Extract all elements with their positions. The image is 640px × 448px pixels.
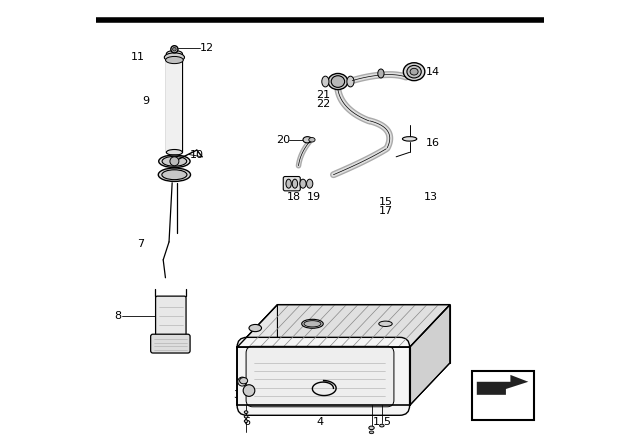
Ellipse shape	[322, 76, 329, 87]
Ellipse shape	[307, 179, 313, 188]
Ellipse shape	[410, 69, 418, 75]
Polygon shape	[237, 347, 410, 405]
Ellipse shape	[292, 179, 298, 188]
Ellipse shape	[244, 420, 248, 422]
Ellipse shape	[301, 319, 323, 328]
Text: 7: 7	[137, 239, 145, 249]
Circle shape	[243, 385, 255, 396]
Ellipse shape	[239, 378, 248, 384]
Text: 1: 1	[372, 417, 380, 427]
Ellipse shape	[332, 76, 345, 87]
Ellipse shape	[162, 156, 187, 166]
Text: 11: 11	[131, 52, 145, 62]
Ellipse shape	[244, 415, 248, 418]
Circle shape	[173, 47, 176, 51]
Ellipse shape	[407, 65, 421, 78]
Ellipse shape	[378, 69, 384, 78]
Text: 00188527: 00188527	[484, 408, 522, 417]
Text: 6: 6	[243, 417, 250, 427]
Ellipse shape	[166, 51, 182, 57]
Text: 5: 5	[383, 417, 390, 427]
Ellipse shape	[403, 63, 425, 81]
Ellipse shape	[369, 431, 374, 434]
Polygon shape	[278, 305, 450, 363]
Ellipse shape	[379, 321, 392, 327]
Text: 2: 2	[243, 390, 250, 400]
Ellipse shape	[380, 424, 384, 427]
Text: 10: 10	[190, 150, 204, 159]
Polygon shape	[237, 305, 278, 405]
FancyBboxPatch shape	[246, 346, 394, 407]
Text: 19: 19	[307, 192, 321, 202]
Ellipse shape	[162, 170, 187, 180]
Text: 4: 4	[316, 417, 324, 427]
FancyBboxPatch shape	[156, 296, 186, 336]
Text: 20: 20	[276, 135, 291, 145]
Bar	[166, 54, 182, 152]
Text: 3: 3	[234, 390, 241, 400]
Ellipse shape	[158, 168, 191, 181]
Text: 13: 13	[424, 192, 438, 202]
Polygon shape	[237, 363, 450, 405]
Ellipse shape	[300, 179, 306, 188]
Text: 22: 22	[316, 99, 331, 109]
Ellipse shape	[304, 321, 321, 327]
FancyBboxPatch shape	[237, 337, 410, 415]
Polygon shape	[410, 305, 450, 405]
FancyBboxPatch shape	[150, 334, 190, 353]
Text: 16: 16	[426, 138, 440, 148]
Ellipse shape	[369, 426, 374, 430]
Ellipse shape	[303, 137, 312, 143]
Ellipse shape	[249, 324, 262, 332]
Text: 9: 9	[143, 96, 150, 106]
Ellipse shape	[403, 137, 417, 141]
Ellipse shape	[166, 150, 182, 155]
Ellipse shape	[164, 53, 184, 62]
Ellipse shape	[328, 73, 348, 90]
Polygon shape	[477, 375, 529, 395]
Circle shape	[170, 157, 179, 166]
Polygon shape	[237, 305, 450, 347]
Ellipse shape	[347, 76, 354, 87]
Ellipse shape	[159, 155, 190, 168]
Ellipse shape	[244, 411, 248, 414]
Text: 17: 17	[380, 207, 394, 216]
Circle shape	[238, 377, 247, 386]
FancyBboxPatch shape	[284, 177, 300, 191]
Text: 21: 21	[317, 90, 331, 100]
Ellipse shape	[308, 138, 315, 142]
Bar	[472, 371, 534, 420]
Ellipse shape	[166, 56, 183, 64]
Text: 14: 14	[426, 67, 440, 77]
Text: 12: 12	[200, 43, 214, 53]
Text: 18: 18	[287, 192, 301, 202]
Ellipse shape	[286, 179, 291, 188]
Circle shape	[171, 46, 178, 53]
Text: 8: 8	[114, 311, 121, 321]
Text: 15: 15	[380, 198, 394, 207]
